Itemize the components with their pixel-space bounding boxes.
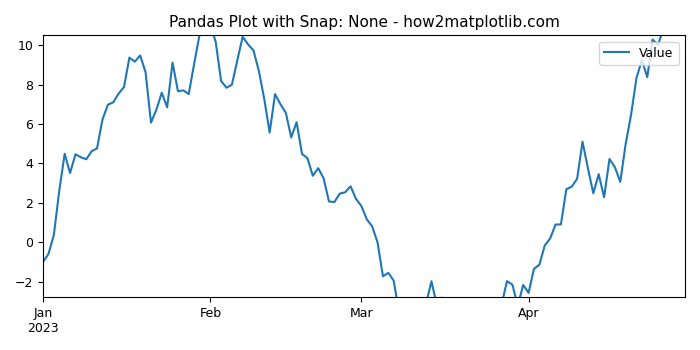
- Title: Pandas Plot with Snap: None - how2matplotlib.com: Pandas Plot with Snap: None - how2matplo…: [169, 15, 559, 30]
- Legend: Value: Value: [599, 42, 679, 65]
- Line: Value: Value: [43, 0, 685, 350]
